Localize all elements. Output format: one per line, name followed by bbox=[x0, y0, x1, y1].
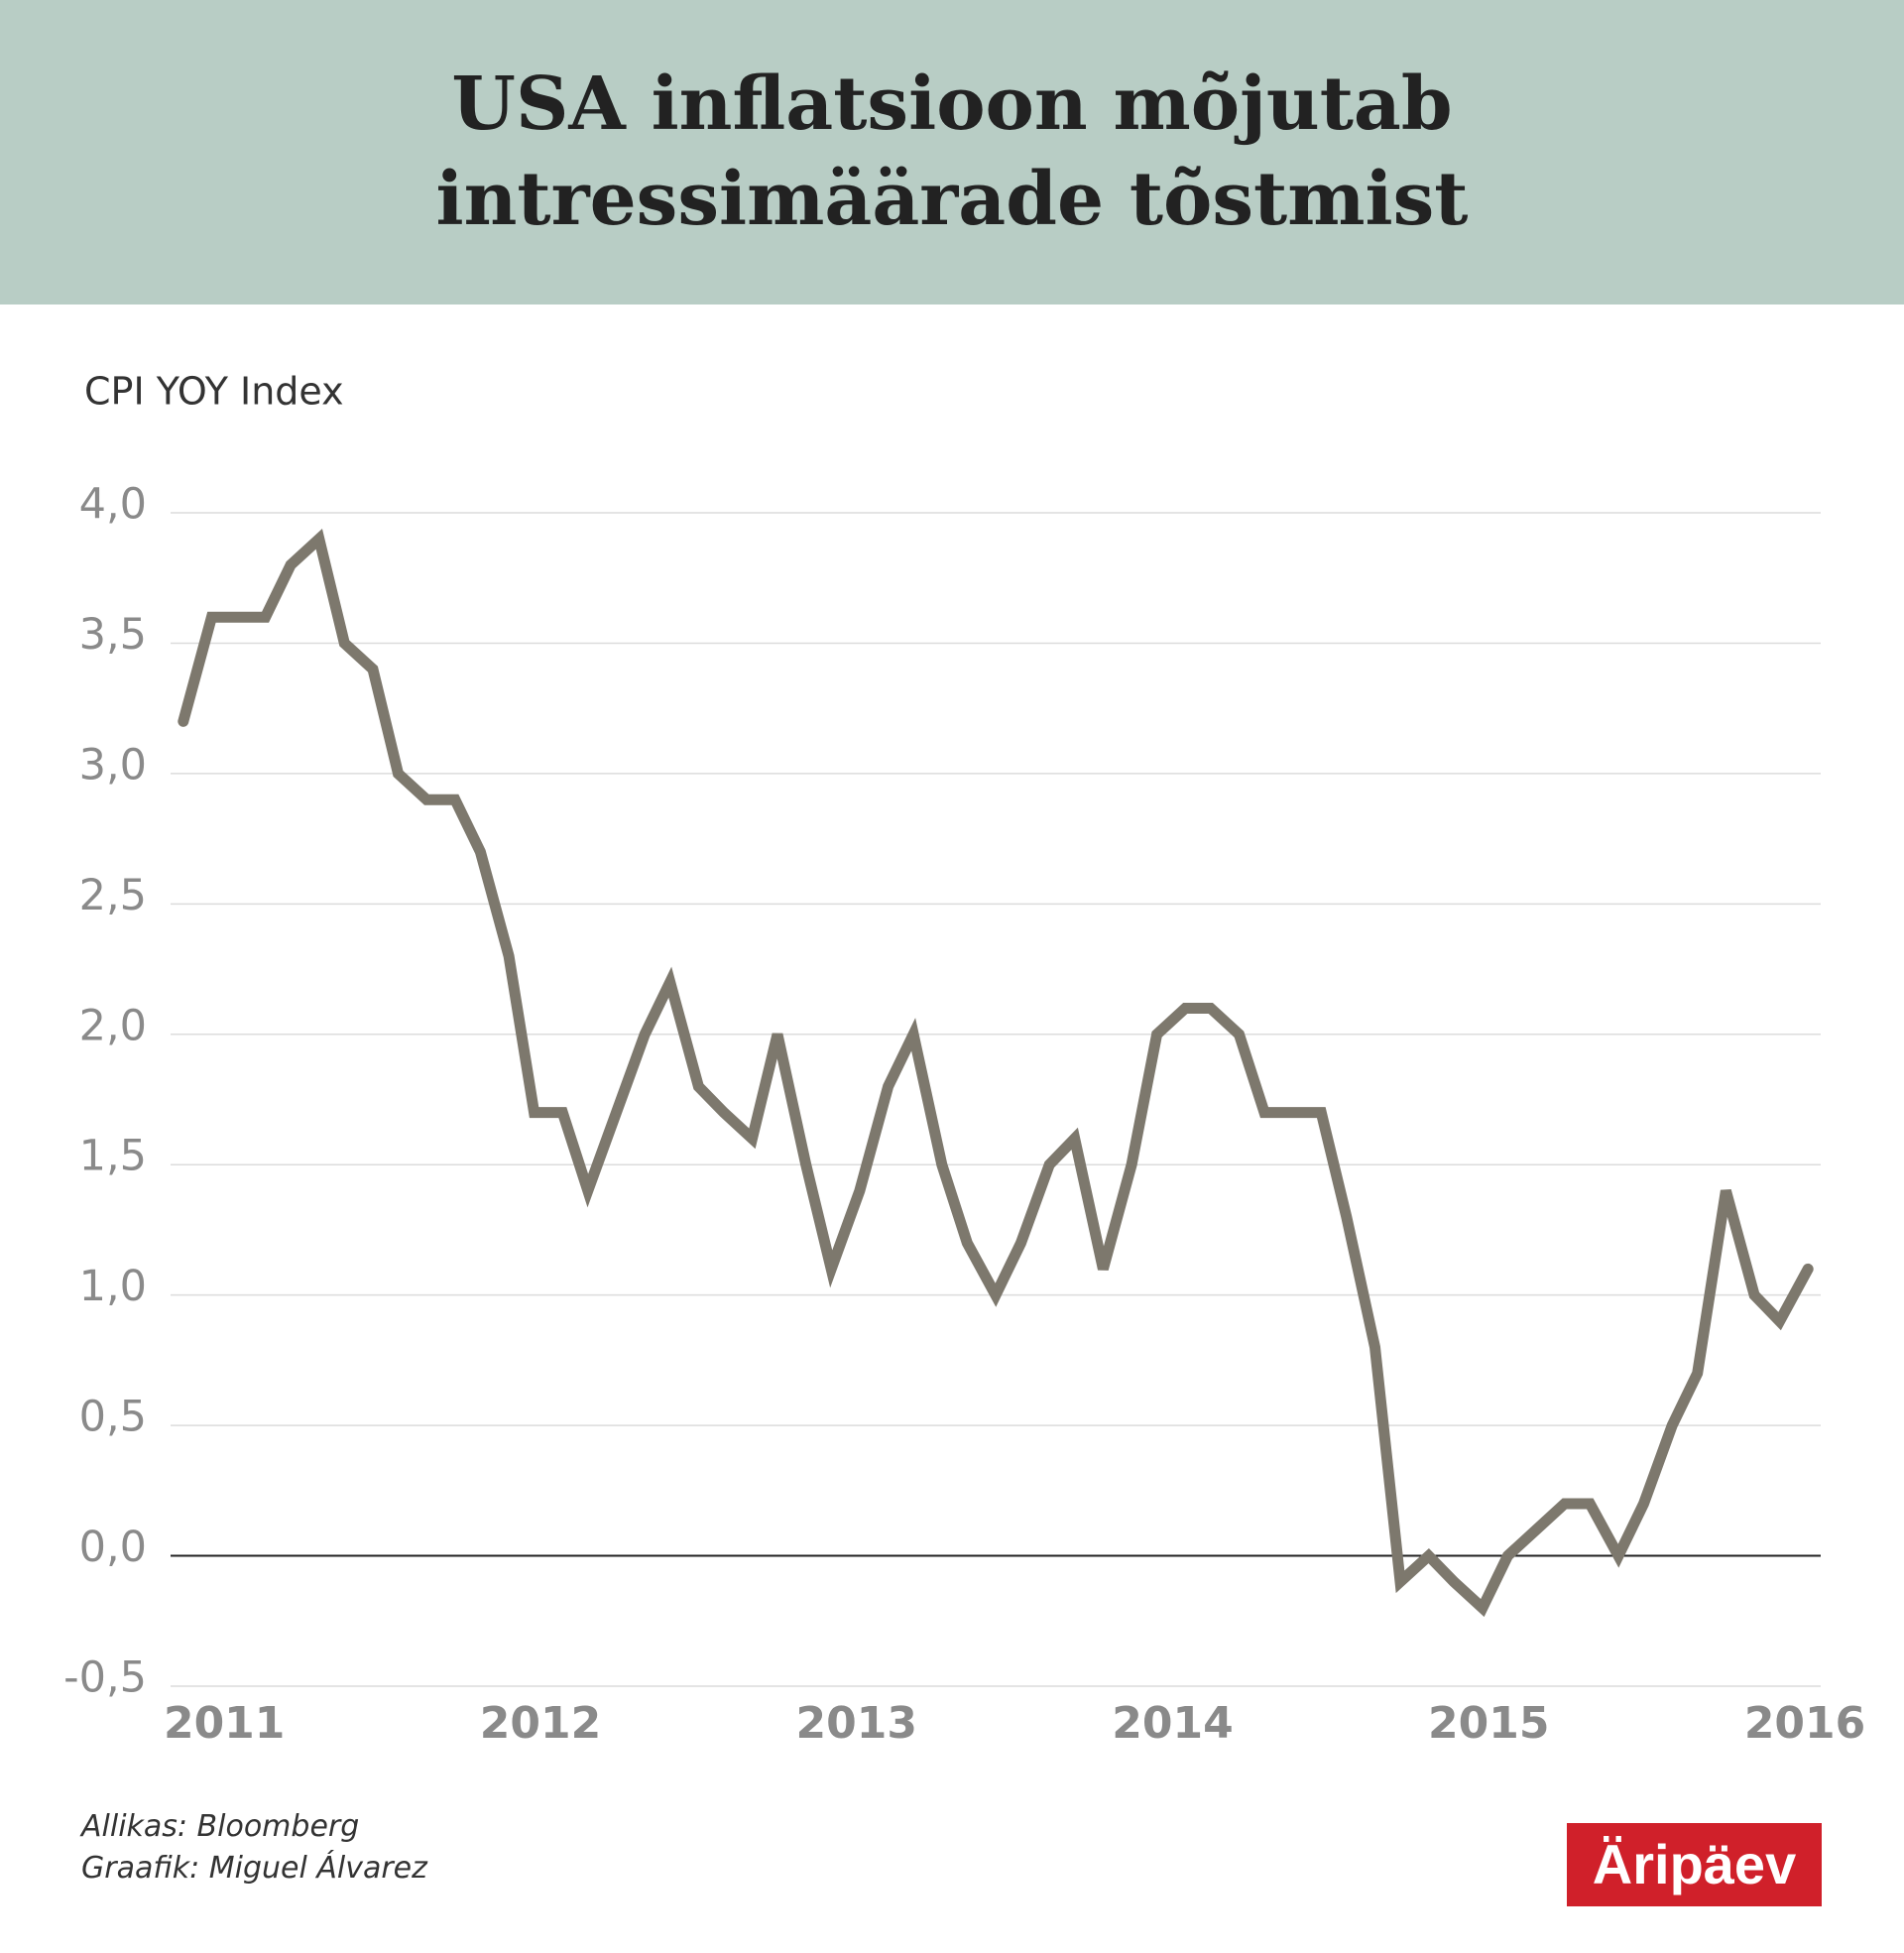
y-tick-label: 3,5 bbox=[79, 610, 147, 660]
data-line bbox=[178, 528, 1814, 1618]
header: USA inflatsioon mõjutab intressimäärade … bbox=[0, 0, 1904, 305]
y-axis-label: CPI YOY Index bbox=[84, 370, 344, 414]
y-tick-label: 1,5 bbox=[79, 1132, 147, 1181]
y-tick-label: 2,5 bbox=[79, 871, 147, 920]
x-tick-label: 2016 bbox=[1744, 1698, 1865, 1749]
credit: Graafik: Miguel Álvarez bbox=[81, 1851, 427, 1886]
x-tick-label: 2011 bbox=[164, 1698, 285, 1749]
x-tick-label: 2012 bbox=[480, 1698, 601, 1749]
logo: Äripäev bbox=[1567, 1823, 1822, 1906]
y-tick-label: 0,5 bbox=[79, 1393, 147, 1442]
x-tick-label: 2013 bbox=[796, 1698, 917, 1749]
title-line: USA inflatsioon mõjutab bbox=[451, 61, 1453, 147]
y-tick-label: 4,0 bbox=[79, 480, 147, 530]
x-tick-label: 2015 bbox=[1428, 1698, 1549, 1749]
y-tick-label: 0,0 bbox=[79, 1523, 147, 1572]
y-tick-label: 2,0 bbox=[79, 1001, 147, 1050]
title-line: intressimäärade tõstmist bbox=[435, 157, 1469, 242]
y-tick-label: 1,0 bbox=[79, 1262, 147, 1311]
x-tick-label: 2014 bbox=[1112, 1698, 1233, 1749]
source: Allikas: Bloomberg bbox=[81, 1809, 360, 1844]
y-tick-label: -0,5 bbox=[63, 1653, 147, 1703]
y-tick-label: 3,0 bbox=[79, 740, 147, 790]
